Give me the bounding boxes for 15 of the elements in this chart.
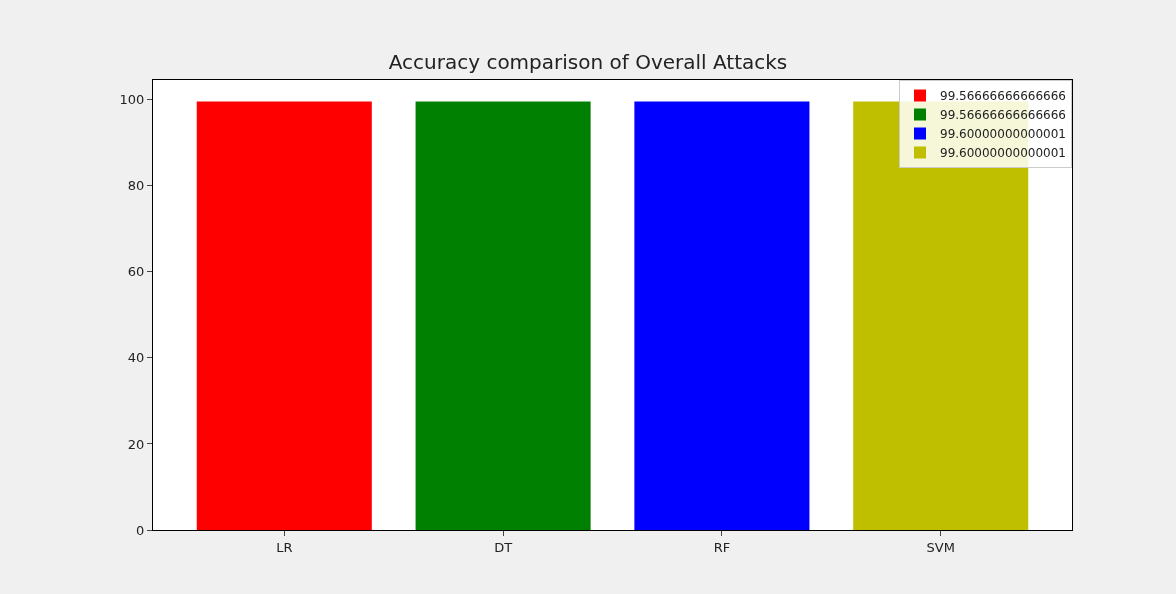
y-tick-label: 0 xyxy=(136,522,145,538)
x-tick-label: DT xyxy=(494,539,513,555)
y-tick-label: 100 xyxy=(119,92,145,108)
legend-label: 99.56666666666666 xyxy=(940,89,1066,104)
x-tick-label: LR xyxy=(276,539,293,555)
y-tick-label: 40 xyxy=(127,350,145,366)
legend-label: 99.56666666666666 xyxy=(940,108,1066,123)
x-tick-label: SVM xyxy=(926,539,955,555)
legend-label: 99.60000000000001 xyxy=(940,127,1066,142)
legend-label: 99.60000000000001 xyxy=(940,146,1066,161)
chart-title: Accuracy comparison of Overall Attacks xyxy=(388,50,788,75)
y-tick-label: 80 xyxy=(127,178,145,194)
x-tick-label: RF xyxy=(713,539,731,555)
y-tick-label: 60 xyxy=(127,264,145,280)
y-tick-label: 20 xyxy=(127,436,145,452)
